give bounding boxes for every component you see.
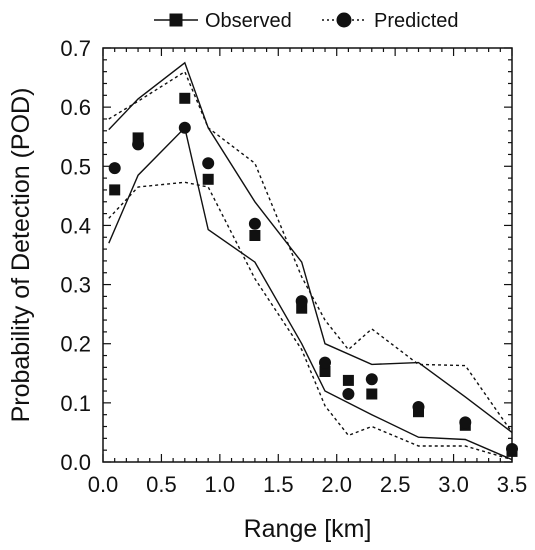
observed-point: [179, 92, 191, 104]
x-tick-label: 2.5: [380, 472, 411, 497]
y-tick-label: 0.2: [60, 332, 91, 357]
legend-predicted-label: Predicted: [374, 10, 459, 32]
observed-point: [109, 184, 121, 196]
predicted-point: [319, 356, 331, 369]
y-tick-label: 0.3: [60, 273, 91, 298]
predicted-point: [295, 295, 308, 308]
legend-observed-marker: [169, 13, 183, 27]
observed-band-lower-line: [108, 126, 513, 461]
y-axis-title: Probability of Detection (POD): [7, 88, 35, 423]
x-axis-title: Range [km]: [244, 515, 372, 543]
observed-point: [319, 366, 331, 377]
observed-point: [202, 173, 214, 185]
x-tick-label: 3.0: [438, 472, 469, 497]
predicted-point: [342, 388, 355, 400]
observed-point: [296, 302, 308, 314]
x-tick-label: 2.0: [321, 472, 352, 497]
legend: Observed Predicted: [154, 10, 459, 32]
legend-item-predicted: Predicted: [322, 10, 459, 32]
y-tick-label: 0.1: [60, 391, 91, 416]
plot-frame: [102, 47, 513, 463]
x-tick-label: 3.5: [497, 472, 528, 497]
predicted-point: [178, 121, 191, 134]
predicted-band-lower-line: [108, 181, 513, 461]
predicted-point: [248, 217, 261, 230]
observed-point: [366, 388, 378, 400]
predicted-point: [459, 416, 472, 429]
x-tick-label: 0.0: [88, 472, 119, 497]
predicted-point: [108, 162, 121, 175]
y-tick-label: 0.6: [60, 95, 91, 120]
y-tick-label: 0.7: [60, 36, 91, 61]
observed-point: [249, 230, 261, 241]
predicted-point: [412, 401, 425, 413]
observed-point: [132, 132, 144, 144]
x-tick-label: 1.5: [263, 472, 294, 497]
predicted-point: [132, 138, 145, 151]
predicted-point: [365, 373, 378, 386]
axis-ticks: 0.0 0.5 1.0 1.5 2.0 2.5 3.0 3.5 0.0 0.1 0.2 0.3 0.4 0…: [60, 36, 527, 497]
y-tick-label: 0.5: [60, 154, 91, 179]
y-tick-label: 0.0: [60, 450, 91, 475]
confidence-bands: [108, 61, 513, 461]
legend-predicted-marker: [336, 12, 352, 28]
x-tick-label: 0.5: [146, 472, 177, 497]
observed-point: [342, 374, 354, 386]
legend-observed-label: Observed: [205, 10, 292, 32]
x-tick-label: 1.0: [205, 472, 236, 497]
y-tick-label: 0.4: [60, 213, 91, 238]
observed-band-upper-line: [108, 61, 513, 433]
predicted-point: [202, 157, 215, 170]
predicted-band-upper-line: [108, 70, 513, 433]
legend-item-observed: Observed: [154, 10, 292, 32]
